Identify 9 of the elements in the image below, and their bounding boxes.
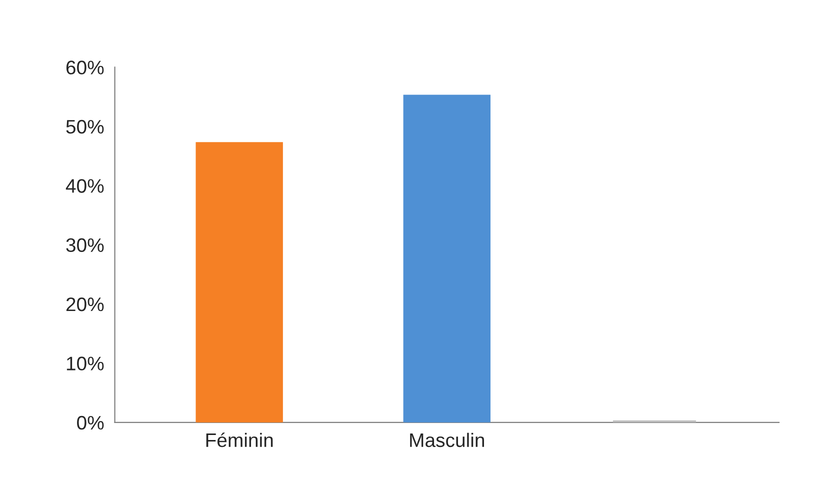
x-tick-label: Féminin bbox=[206, 432, 273, 448]
y-tick-label: 50% bbox=[66, 120, 104, 134]
y-tick-label: 40% bbox=[66, 179, 104, 193]
y-tick-label: 0% bbox=[77, 416, 104, 430]
y-tick-label: 30% bbox=[66, 238, 104, 252]
y-tick-label: 10% bbox=[66, 356, 104, 370]
y-tick-label: 20% bbox=[66, 297, 104, 312]
x-tick-label: Masculin bbox=[410, 432, 484, 448]
y-tick-label: 60% bbox=[66, 60, 104, 74]
